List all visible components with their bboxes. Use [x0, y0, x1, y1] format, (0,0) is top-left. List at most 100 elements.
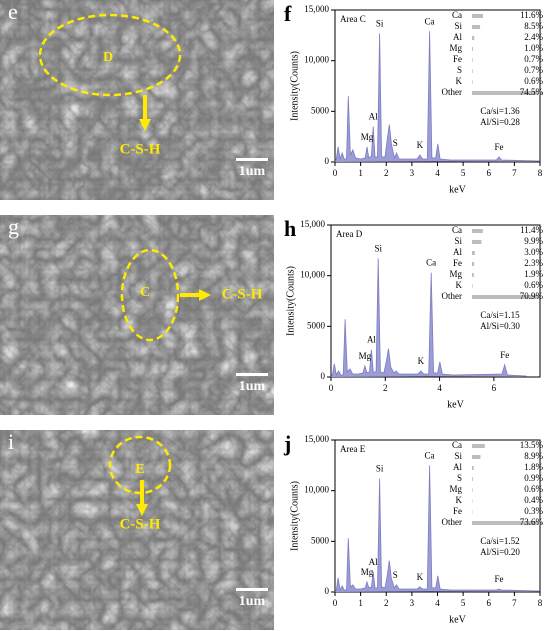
- composition-value: 0.9%: [524, 473, 543, 483]
- x-tick-label: 5: [461, 168, 466, 178]
- area-label: Area C: [340, 14, 366, 24]
- element-label: K: [456, 495, 463, 505]
- scale-label: 1um: [239, 164, 266, 179]
- y-tick-label: 15,000: [304, 434, 329, 444]
- peak-label: S: [393, 570, 398, 580]
- composition-value: 8.9%: [524, 451, 543, 461]
- spectrum: [330, 258, 527, 378]
- y-axis-label: Intensity(Counts): [289, 51, 300, 121]
- panel-label: i: [8, 429, 14, 454]
- y-tick-label: 0: [321, 371, 326, 381]
- composition-bar: [472, 240, 482, 244]
- composition-value: 0.6%: [524, 76, 543, 86]
- panel-label: g: [8, 214, 19, 239]
- composition-bar: [472, 69, 473, 73]
- peak-label: K: [417, 572, 424, 582]
- composition-bar: [472, 477, 473, 481]
- y-tick-label: 5000: [307, 320, 326, 330]
- composition-bar: [472, 47, 473, 51]
- composition-value: 8.5%: [524, 21, 543, 31]
- x-tick-label: 6: [487, 598, 492, 608]
- composition-value: 9.9%: [524, 236, 543, 246]
- x-tick-label: 2: [384, 168, 389, 178]
- composition-value: 0.6%: [524, 484, 543, 494]
- y-tick-label: 5000: [311, 535, 330, 545]
- composition-bar: [472, 80, 473, 84]
- composition-bar: [472, 262, 475, 266]
- element-label: Other: [442, 291, 463, 301]
- composition-value: 73.6%: [520, 517, 544, 527]
- composition-bar: [472, 284, 473, 288]
- composition-bar: [472, 229, 483, 233]
- element-label: S: [457, 473, 462, 483]
- x-tick-label: 4: [435, 168, 440, 178]
- spectrum: [334, 31, 541, 163]
- peak-label: K: [417, 140, 424, 150]
- x-axis-label: keV: [447, 399, 464, 410]
- peak-label: Mg: [361, 132, 374, 142]
- panel-label: h: [284, 216, 296, 241]
- y-axis-label: Intensity(Counts): [285, 266, 296, 336]
- peak-label: Ca: [425, 16, 435, 26]
- region-outline: [120, 248, 180, 342]
- x-tick-label: 7: [512, 168, 517, 178]
- y-tick-label: 10,000: [304, 55, 329, 65]
- x-tick-label: 0: [333, 598, 338, 608]
- composition-bar: [472, 25, 481, 29]
- sem-image: [0, 215, 274, 415]
- composition-bar: [472, 36, 475, 40]
- peak-label: Al: [369, 557, 378, 567]
- x-tick-label: 2: [383, 383, 388, 393]
- x-tick-label: 1: [358, 168, 363, 178]
- peak-label: Al: [369, 112, 378, 122]
- y-tick-label: 15,000: [300, 219, 325, 229]
- composition-value: 1.9%: [524, 269, 543, 279]
- element-label: Al: [453, 462, 462, 472]
- composition-value: 2.3%: [524, 258, 543, 268]
- peak-label: S: [393, 138, 398, 148]
- x-tick-label: 6: [492, 383, 497, 393]
- region-label: E: [135, 462, 144, 477]
- composition-value: 0.7%: [524, 65, 543, 75]
- composition-bar: [472, 521, 542, 525]
- ratio-label: Ca/si=1.15: [480, 310, 520, 320]
- y-axis-label: Intensity(Counts): [289, 481, 300, 551]
- x-tick-label: 2: [384, 598, 389, 608]
- x-tick-label: 6: [487, 168, 492, 178]
- composition-bar: [472, 295, 540, 299]
- composition-value: 0.7%: [524, 54, 543, 64]
- element-label: Fe: [453, 258, 462, 268]
- x-tick-label: 4: [435, 598, 440, 608]
- element-label: S: [457, 65, 462, 75]
- ratio-label: Ca/si=1.52: [480, 536, 519, 546]
- composition-value: 13.5%: [520, 440, 544, 450]
- composition-value: 11.4%: [520, 225, 543, 235]
- y-tick-label: 0: [325, 156, 330, 166]
- composition-bar: [472, 251, 475, 255]
- ratio-label: Al/Si=0.28: [480, 117, 520, 127]
- element-label: K: [456, 76, 463, 86]
- peak-label: Fe: [495, 142, 504, 152]
- peak-label: Fe: [495, 574, 504, 584]
- y-tick-label: 15,000: [304, 4, 329, 14]
- x-tick-label: 8: [538, 598, 543, 608]
- peak-label: Mg: [359, 351, 372, 361]
- element-label: Other: [442, 87, 463, 97]
- element-label: Other: [442, 517, 463, 527]
- composition-value: 0.4%: [524, 495, 543, 505]
- composition-value: 2.4%: [524, 32, 543, 42]
- x-axis-label: keV: [449, 614, 466, 625]
- panel-label: f: [284, 1, 292, 26]
- peak-label: Fe: [500, 350, 509, 360]
- scale-bar: [236, 588, 268, 591]
- composition-bar: [472, 466, 474, 470]
- area-label: Area D: [336, 229, 363, 239]
- element-label: Fe: [453, 506, 462, 516]
- peak-label: Ca: [426, 258, 436, 268]
- sem-image: [0, 430, 274, 630]
- composition-value: 11.6%: [520, 10, 543, 20]
- scale-label: 1um: [239, 594, 266, 609]
- spectrum: [334, 465, 541, 593]
- plot-frame: [330, 224, 541, 378]
- x-tick-label: 7: [512, 598, 517, 608]
